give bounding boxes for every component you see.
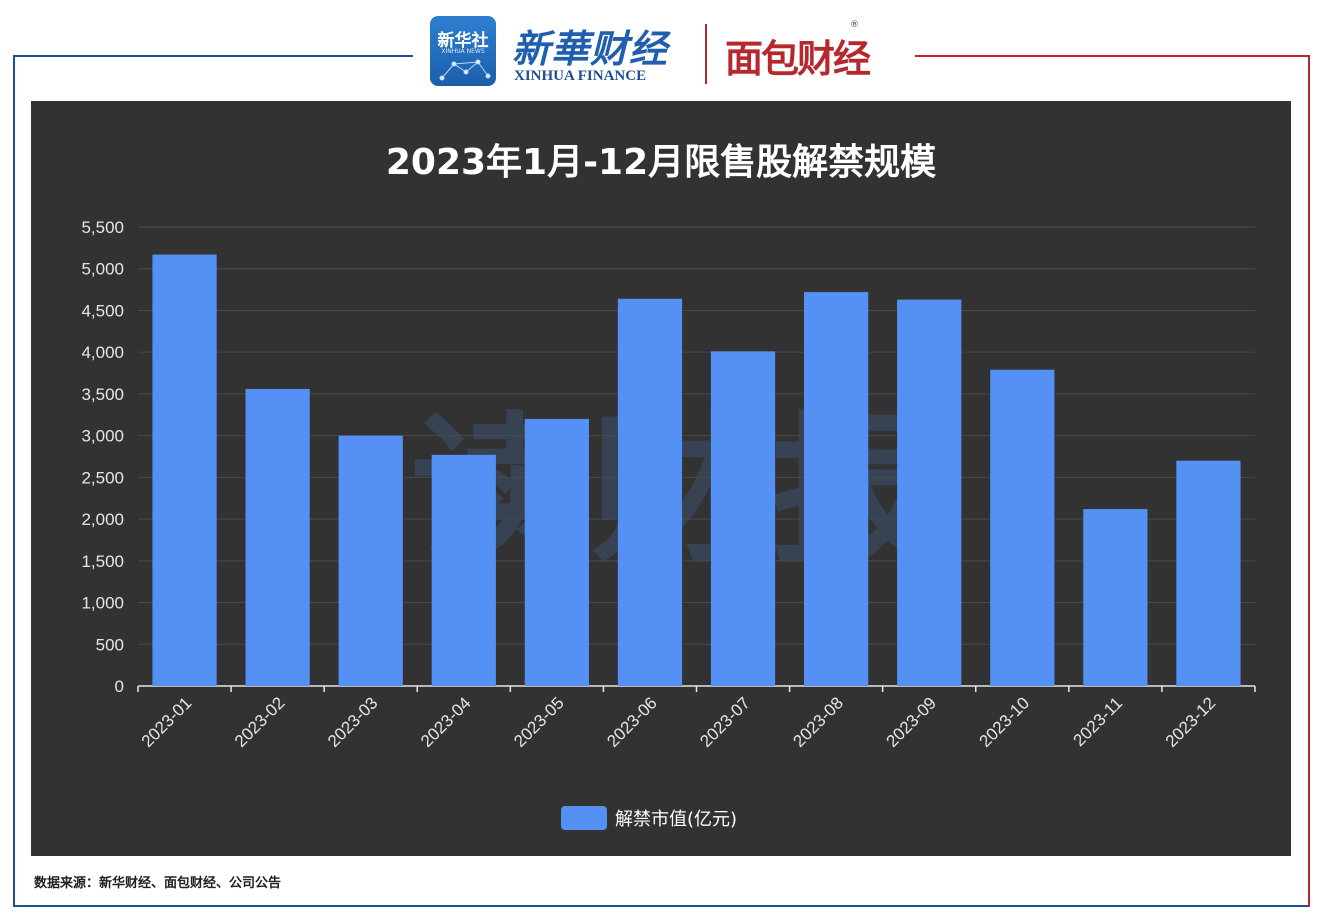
- bar: [804, 292, 869, 686]
- bar: [431, 454, 496, 686]
- x-tick-label: 2023-06: [603, 693, 661, 751]
- frame-top-left-line: [13, 55, 413, 57]
- y-tick-label: 3,000: [81, 427, 124, 446]
- bar: [1083, 509, 1148, 686]
- y-tick-label: 4,500: [81, 301, 124, 320]
- bar: [245, 388, 310, 686]
- bar: [710, 351, 776, 686]
- x-tick-label: 2023-10: [976, 693, 1034, 751]
- legend-swatch: [561, 806, 607, 830]
- network-icon: [439, 59, 491, 81]
- registered-mark: ®: [850, 20, 859, 30]
- x-tick-label: 2023-08: [789, 693, 847, 751]
- frame-top-right-line: [915, 55, 1310, 57]
- y-tick-label: 2,500: [81, 468, 124, 487]
- y-tick-label: 1,500: [81, 552, 124, 571]
- frame-bottom-line: [13, 905, 1309, 907]
- bar: [1176, 460, 1241, 686]
- y-tick-label: 1,000: [81, 594, 124, 613]
- bar: [338, 435, 403, 686]
- frame-right-line: [1308, 55, 1310, 907]
- y-tick-label: 3,500: [81, 385, 124, 404]
- x-tick-label: 2023-07: [696, 693, 754, 751]
- brand-header: 新华社 XINHUA NEWS 新華财经 XINHUA FINANCE 面包财经…: [420, 12, 910, 94]
- bar: [897, 299, 962, 686]
- xinhua-news-logo: 新华社 XINHUA NEWS: [430, 16, 496, 86]
- y-tick-label: 500: [96, 635, 124, 654]
- x-tick-label: 2023-01: [138, 693, 196, 751]
- xinhua-finance-logo-cn: 新華财经: [512, 26, 669, 71]
- source-note: 数据来源：新华财经、面包财经、公司公告: [34, 876, 282, 891]
- mianbao-finance-logo: 面包财经: [725, 37, 871, 81]
- x-tick-label: 2023-04: [417, 693, 475, 751]
- frame-left-line: [13, 55, 15, 907]
- bar: [617, 298, 683, 686]
- legend-label: 解禁市值(亿元): [615, 809, 738, 830]
- x-tick-label: 2023-02: [231, 693, 289, 751]
- xinhua-badge-cn: 新华社: [437, 31, 489, 51]
- y-tick-label: 0: [115, 677, 124, 696]
- x-tick-label: 2023-11: [1070, 693, 1127, 750]
- chart-panel: 读财报 2023年1月-12月限售股解禁规模 05001,0001,5002,0…: [31, 101, 1291, 856]
- x-tick-label: 2023-09: [882, 693, 940, 751]
- x-tick-label: 2023-12: [1162, 693, 1220, 751]
- logo-divider: [705, 24, 707, 84]
- y-tick-label: 5,000: [81, 260, 124, 279]
- xinhua-badge-en: XINHUA NEWS: [441, 48, 485, 55]
- bar: [524, 418, 589, 686]
- legend[interactable]: 解禁市值(亿元): [561, 806, 737, 830]
- y-tick-label: 4,000: [81, 343, 124, 362]
- x-tick-label: 2023-03: [324, 693, 382, 751]
- xinhua-finance-logo-en: XINHUA FINANCE: [514, 68, 647, 84]
- bar-chart: 0 500 1,000 1,500 2,000 2,500 3,000 3,500 4,000 4…: [81, 218, 1256, 751]
- bar: [152, 254, 217, 687]
- x-tick-label: 2023-05: [510, 693, 568, 751]
- y-tick-label: 2,000: [81, 510, 124, 529]
- y-tick-label: 5,500: [81, 218, 124, 237]
- bar: [990, 369, 1055, 686]
- chart-title: 2023年1月-12月限售股解禁规模: [385, 142, 937, 183]
